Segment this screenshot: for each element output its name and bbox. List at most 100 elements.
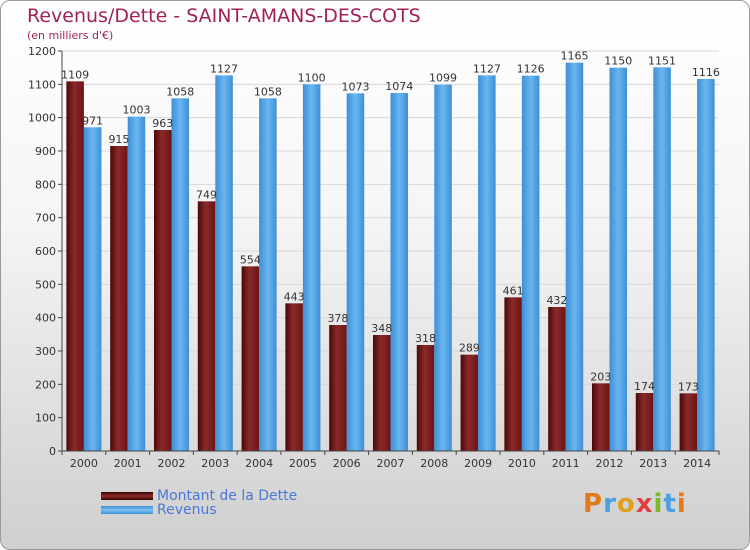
bar-revenus <box>697 79 715 451</box>
y-tick-label: 0 <box>49 445 56 458</box>
y-tick-label: 900 <box>35 145 56 158</box>
bar-revenus <box>127 116 146 452</box>
bar-revenus <box>609 67 628 452</box>
logo-letter: r <box>603 489 617 519</box>
bar-debt <box>110 146 128 451</box>
y-tick-label: 500 <box>35 278 56 291</box>
logo-letter: i <box>653 489 664 519</box>
data-label-debt: 443 <box>284 290 305 303</box>
x-tick-label: 2003 <box>201 457 229 470</box>
logo-letter: t <box>663 489 677 519</box>
x-tick-label: 2011 <box>552 457 580 470</box>
logo-letter: x <box>635 489 654 519</box>
data-label-debt: 348 <box>371 322 392 335</box>
bar-revenus <box>83 127 102 451</box>
bar-revenus <box>478 75 496 451</box>
data-label-debt: 461 <box>503 284 524 297</box>
logo-letter: i <box>676 489 687 519</box>
legend-item-revenus: Revenus <box>101 502 217 518</box>
data-label-revenus: 1074 <box>385 80 413 93</box>
chart-subtitle: (en milliers d'€) <box>27 29 114 42</box>
bar-debt <box>635 393 654 451</box>
y-tick-label: 100 <box>35 412 56 425</box>
bar-revenus <box>521 75 540 452</box>
data-label-revenus: 1150 <box>604 55 632 68</box>
bar-debt <box>66 81 84 451</box>
chart-title: Revenus/Dette - SAINT-AMANS-DES-COTS <box>27 5 421 27</box>
y-tick-label: 600 <box>35 245 56 258</box>
bar-revenus <box>171 98 190 451</box>
data-label-debt: 203 <box>590 370 611 383</box>
bar-debt <box>548 307 566 451</box>
x-tick-label: 2007 <box>377 457 405 470</box>
data-label-debt: 963 <box>152 117 173 130</box>
data-label-revenus: 1165 <box>560 50 588 63</box>
data-label-revenus: 1100 <box>298 71 326 84</box>
bar-debt <box>679 393 698 451</box>
bar-debt <box>153 130 172 451</box>
data-label-debt: 554 <box>240 253 261 266</box>
bar-debt <box>504 297 522 451</box>
y-tick-label: 300 <box>35 345 56 358</box>
bar-debt <box>460 354 479 451</box>
y-tick-label: 800 <box>35 178 56 191</box>
data-label-debt: 749 <box>196 188 217 201</box>
logo-letter: P <box>583 489 604 519</box>
legend-label-revenus: Revenus <box>157 502 217 518</box>
data-label-revenus: 1073 <box>341 80 369 93</box>
data-label-revenus: 1151 <box>648 54 676 67</box>
x-tick-label: 2008 <box>420 457 448 470</box>
bar-debt <box>591 383 610 451</box>
data-label-revenus: 1126 <box>517 63 545 76</box>
y-tick-label: 1200 <box>28 45 56 58</box>
data-label-debt: 915 <box>108 133 129 146</box>
legend-swatch-debt <box>101 492 153 500</box>
bar-debt <box>416 345 435 451</box>
x-tick-label: 2001 <box>114 457 142 470</box>
data-label-revenus: 1099 <box>429 72 457 85</box>
y-tick-label: 200 <box>35 378 56 391</box>
x-tick-label: 2005 <box>289 457 317 470</box>
bar-debt <box>241 266 260 451</box>
y-tick-label: 700 <box>35 212 56 225</box>
y-tick-label: 1000 <box>28 112 56 125</box>
data-label-debt: 173 <box>678 380 699 393</box>
x-tick-label: 2000 <box>70 457 98 470</box>
x-tick-label: 2013 <box>639 457 667 470</box>
legend-label-debt: Montant de la Dette <box>157 488 298 504</box>
bar-debt <box>329 325 347 451</box>
legend-item-debt: Montant de la Dette <box>101 488 297 504</box>
data-label-revenus: 1116 <box>692 66 720 79</box>
bar-revenus <box>346 93 365 451</box>
bar-revenus <box>302 84 321 451</box>
x-tick-label: 2002 <box>158 457 186 470</box>
bar-revenus <box>259 98 277 451</box>
proxiti-logo: Proxiti <box>583 489 687 519</box>
y-tick-label: 400 <box>35 312 56 325</box>
data-label-debt: 432 <box>546 294 567 307</box>
legend-swatch-revenus <box>101 506 153 514</box>
bar-revenus <box>434 84 452 452</box>
data-label-debt: 1109 <box>61 68 89 81</box>
x-tick-label: 2004 <box>245 457 273 470</box>
x-tick-label: 2010 <box>508 457 536 470</box>
data-label-revenus: 1127 <box>473 62 501 75</box>
data-label-debt: 289 <box>459 342 480 355</box>
data-label-revenus: 1003 <box>122 104 150 117</box>
bar-debt <box>197 201 216 451</box>
data-label-debt: 318 <box>415 332 436 345</box>
bar-revenus <box>390 93 409 451</box>
data-label-revenus: 1127 <box>210 62 238 75</box>
x-tick-label: 2006 <box>333 457 361 470</box>
x-tick-label: 2014 <box>683 457 711 470</box>
y-tick-label: 1100 <box>28 78 56 91</box>
x-tick-label: 2009 <box>464 457 492 470</box>
data-label-revenus: 971 <box>82 114 103 127</box>
bar-debt <box>372 335 391 451</box>
bar-revenus <box>653 67 671 451</box>
data-label-revenus: 1058 <box>254 85 282 98</box>
data-label-revenus: 1058 <box>166 85 194 98</box>
logo-letter: o <box>616 489 636 519</box>
